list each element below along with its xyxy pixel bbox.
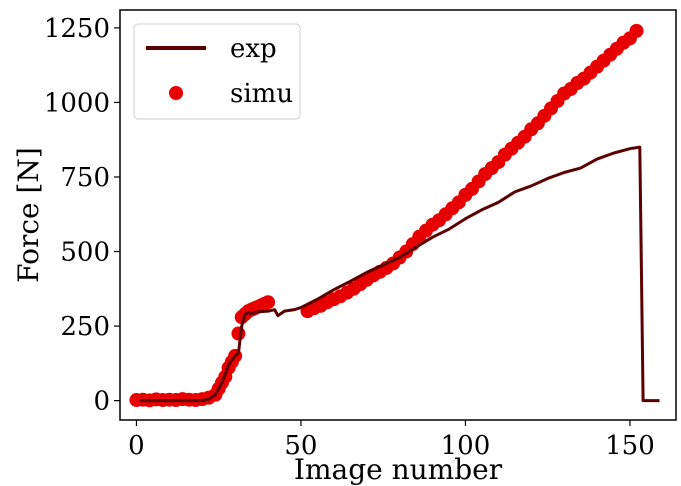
x-axis-label: Image number <box>294 453 503 486</box>
x-tick-label: 50 <box>284 431 317 461</box>
y-tick-label: 1250 <box>44 14 110 44</box>
plot-frame <box>119 9 677 421</box>
y-axis-ticks: 0 250 500 750 1000 1250 <box>44 14 120 417</box>
y-axis-label: Force [N] <box>12 147 45 283</box>
y-tick-label: 500 <box>60 238 110 268</box>
y-tick-label: 750 <box>60 163 110 193</box>
simu-point <box>261 295 276 310</box>
exp-line <box>139 145 660 403</box>
legend-exp-label: exp <box>230 34 277 64</box>
simu-point <box>231 326 246 341</box>
x-tick-label: 100 <box>441 431 491 461</box>
simu-point <box>629 23 644 38</box>
y-tick-label: 250 <box>60 312 110 342</box>
y-tick-label: 1000 <box>44 88 110 118</box>
y-tick-label: 0 <box>93 387 110 417</box>
x-axis-ticks: 0 50 100 150 <box>128 420 655 461</box>
x-tick-label: 150 <box>605 431 655 461</box>
legend: exp simu <box>133 23 301 120</box>
x-tick-label: 0 <box>128 431 145 461</box>
legend-simu-label: simu <box>230 79 293 109</box>
plot-area <box>129 23 660 408</box>
legend-simu-swatch <box>169 86 183 100</box>
